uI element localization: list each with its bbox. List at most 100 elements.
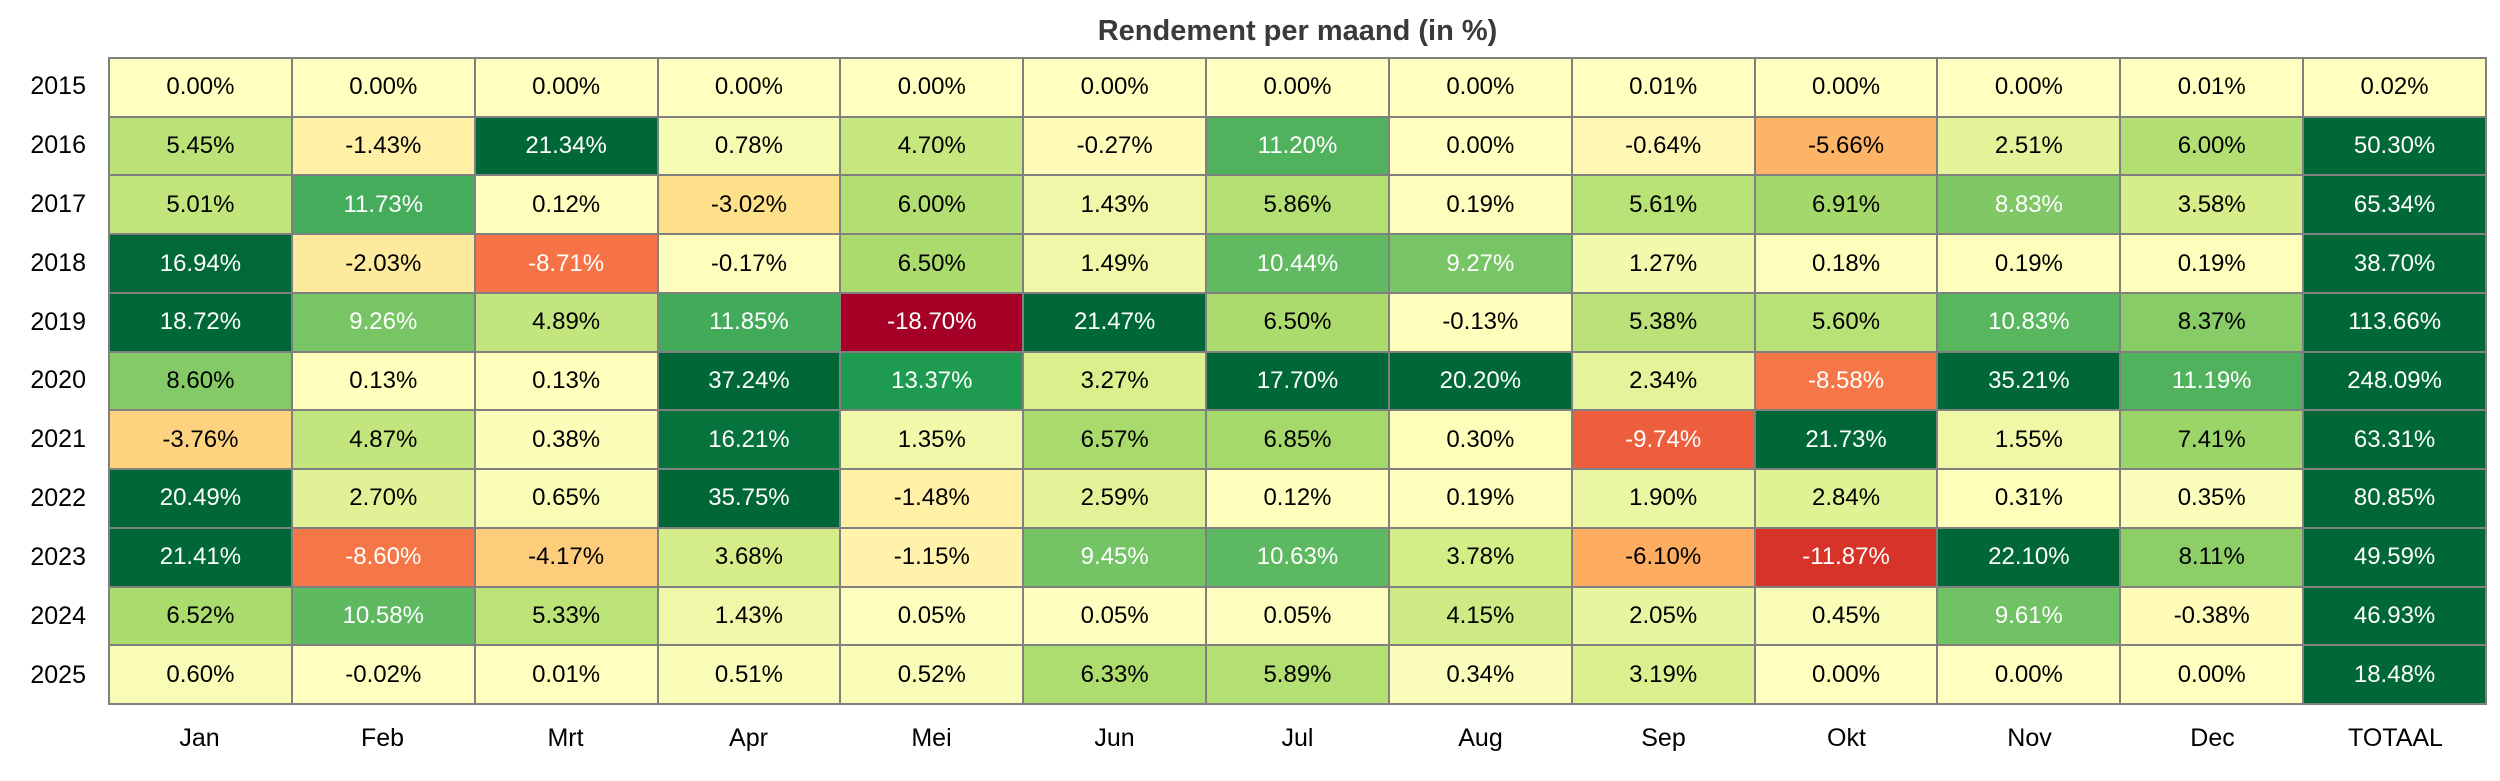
year-label: 2025	[30, 661, 86, 690]
chart-title: Rendement per maand (in %)	[1097, 15, 1498, 47]
heatmap-cell: 49.59%	[2304, 528, 2485, 586]
heatmap-cell: 18.48%	[2304, 646, 2485, 703]
year-label: 2019	[30, 307, 86, 336]
heatmap-cell: 4.70%	[841, 117, 1023, 175]
heatmap-cell: 1.90%	[1572, 470, 1754, 527]
heatmap-cell: 6.00%	[841, 176, 1023, 234]
heatmap-cell: 1.35%	[841, 411, 1023, 469]
heatmap-cell: 8.37%	[2121, 293, 2303, 351]
heatmap-cell: 80.85%	[2304, 470, 2485, 527]
heatmap-cell: -0.13%	[1389, 293, 1571, 351]
heatmap-cell: 0.00%	[1389, 117, 1571, 175]
year-label: 2016	[30, 130, 86, 159]
heatmap-cell: -5.66%	[1755, 117, 1937, 175]
row-labels-column: 2015 2016 2017 2018 2019 2020 2021 2022 2023 2024…	[0, 57, 92, 705]
heatmap-cell: 3.58%	[2121, 176, 2303, 234]
heatmap-cell: 0.65%	[475, 470, 657, 527]
heatmap-cell: 248.09%	[2304, 352, 2485, 410]
heatmap-cell: 17.70%	[1207, 352, 1388, 410]
heatmap-cell: 0.00%	[1938, 646, 2120, 703]
heatmap-cell: 0.00%	[1938, 59, 2120, 116]
column-labels-row: Jan Feb Mrt Apr Mei Jun Jul Aug Sep Okt Nov Dec TOTA…	[108, 713, 2487, 763]
heatmap-cell: 0.12%	[1207, 470, 1388, 527]
heatmap-cell: 38.70%	[2304, 235, 2485, 292]
heatmap-cell: 3.68%	[658, 528, 840, 586]
year-label: 2024	[30, 602, 86, 631]
month-label: Jun	[1094, 723, 1135, 752]
heatmap-cell: 0.19%	[2121, 235, 2303, 292]
month-label: Feb	[360, 723, 405, 752]
heatmap-cell: 2.34%	[1572, 352, 1754, 410]
heatmap-cell: 0.05%	[1024, 587, 1206, 645]
heatmap-cell: 9.61%	[1938, 587, 2120, 645]
heatmap-cell: 4.15%	[1389, 587, 1571, 645]
heatmap-cell: 0.00%	[2121, 646, 2303, 703]
heatmap-cell: 0.19%	[1389, 176, 1571, 234]
heatmap-cell: 6.85%	[1207, 411, 1388, 469]
heatmap-cell: 0.52%	[841, 646, 1023, 703]
heatmap-cell: 0.45%	[1755, 587, 1937, 645]
heatmap-cell: -3.76%	[110, 411, 291, 469]
heatmap-cell: 0.51%	[658, 646, 840, 703]
heatmap-cell: 0.00%	[1024, 59, 1206, 116]
month-label: Apr	[729, 723, 768, 752]
heatmap-cell: 20.49%	[110, 470, 291, 527]
month-label: Dec	[2190, 723, 2235, 752]
heatmap-cell: 35.75%	[658, 470, 840, 527]
heatmap-cell: -0.02%	[292, 646, 474, 703]
month-label: Mrt	[547, 723, 584, 752]
heatmap-cell: 2.51%	[1938, 117, 2120, 175]
heatmap-cell: 16.94%	[110, 235, 291, 292]
heatmap-cell: 5.60%	[1755, 293, 1937, 351]
heatmap-cell: 5.61%	[1572, 176, 1754, 234]
heatmap-cell: 5.45%	[110, 117, 291, 175]
heatmap-cell: 10.44%	[1207, 235, 1388, 292]
heatmap-cell: 18.72%	[110, 293, 291, 351]
year-label: 2020	[30, 366, 86, 395]
month-label: Jan	[179, 723, 220, 752]
heatmap-cell: 21.41%	[110, 528, 291, 586]
heatmap-cell: 9.45%	[1024, 528, 1206, 586]
heatmap-cell: 11.73%	[292, 176, 474, 234]
heatmap-cell: 0.00%	[841, 59, 1023, 116]
heatmap-cell: 7.41%	[2121, 411, 2303, 469]
heatmap-cell: 3.19%	[1572, 646, 1754, 703]
heatmap-cell: -1.15%	[841, 528, 1023, 586]
year-label: 2015	[30, 71, 86, 100]
heatmap-cell: 0.01%	[475, 646, 657, 703]
heatmap-cell: 11.85%	[658, 293, 840, 351]
heatmap-cell: 3.27%	[1024, 352, 1206, 410]
heatmap-cell: -1.43%	[292, 117, 474, 175]
heatmap-cell: 2.05%	[1572, 587, 1754, 645]
heatmap-cell: -0.17%	[658, 235, 840, 292]
heatmap-cell: 6.52%	[110, 587, 291, 645]
heatmap-cell: 6.91%	[1755, 176, 1937, 234]
heatmap-cell: -0.38%	[2121, 587, 2303, 645]
heatmap-cell: 35.21%	[1938, 352, 2120, 410]
heatmap-cell: 0.00%	[1207, 59, 1388, 116]
heatmap-cell: 46.93%	[2304, 587, 2485, 645]
heatmap-cell: -4.17%	[475, 528, 657, 586]
heatmap-cell: 0.01%	[2121, 59, 2303, 116]
heatmap-cell: 3.78%	[1389, 528, 1571, 586]
heatmap-cell: 6.33%	[1024, 646, 1206, 703]
heatmap-cell: 10.63%	[1207, 528, 1388, 586]
heatmap-cell: 0.31%	[1938, 470, 2120, 527]
heatmap-cell: 5.86%	[1207, 176, 1388, 234]
heatmap-cell: 8.83%	[1938, 176, 2120, 234]
heatmap-cell: 11.20%	[1207, 117, 1388, 175]
heatmap-cell: 9.27%	[1389, 235, 1571, 292]
heatmap-cell: -8.71%	[475, 235, 657, 292]
heatmap-cell: 65.34%	[2304, 176, 2485, 234]
heatmap-cell: 4.89%	[475, 293, 657, 351]
year-label: 2021	[30, 425, 86, 454]
heatmap-cell: 11.19%	[2121, 352, 2303, 410]
heatmap-cell: 4.87%	[292, 411, 474, 469]
year-label: 2018	[30, 248, 86, 277]
heatmap-cell: 20.20%	[1389, 352, 1571, 410]
heatmap-cell: -9.74%	[1572, 411, 1754, 469]
year-label: 2022	[30, 484, 86, 513]
heatmap-cell: 0.05%	[841, 587, 1023, 645]
heatmap-cell: -11.87%	[1755, 528, 1937, 586]
